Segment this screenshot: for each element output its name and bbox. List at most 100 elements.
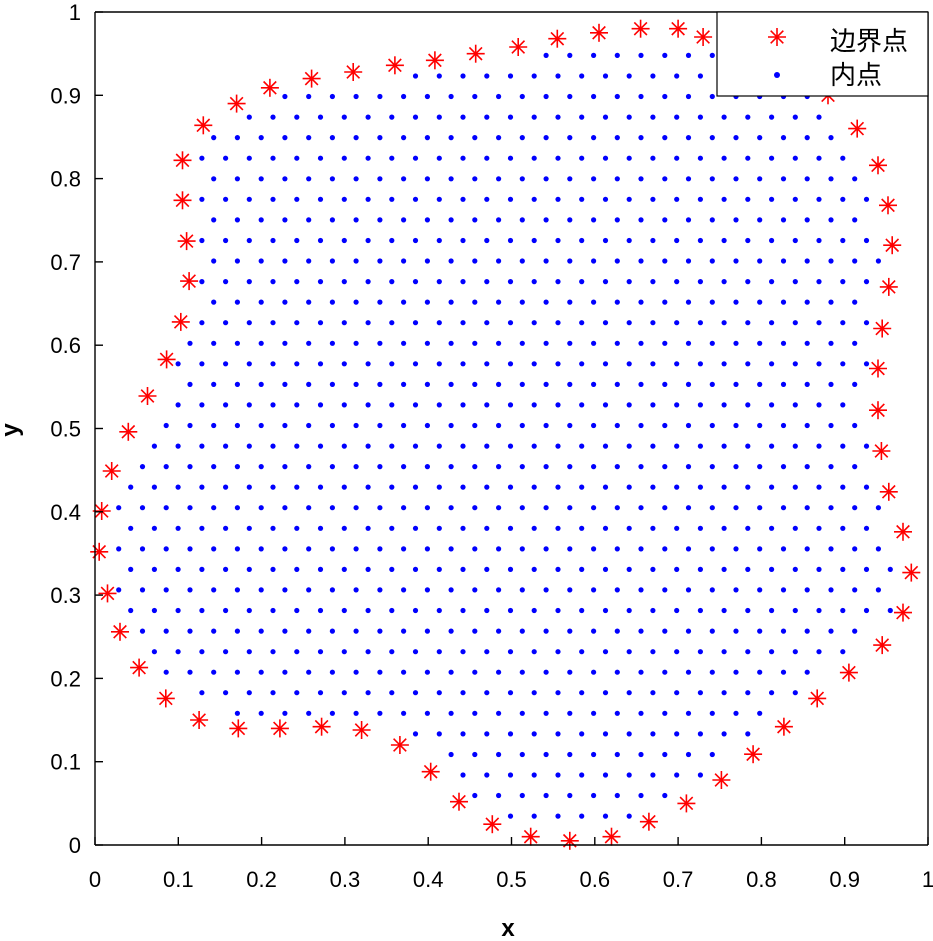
interior-point <box>543 792 549 799</box>
interior-point <box>460 402 466 408</box>
interior-point <box>863 320 870 326</box>
interior-point <box>424 135 430 141</box>
interior-point <box>650 731 656 737</box>
interior-point <box>258 340 264 346</box>
interior-point <box>591 135 597 141</box>
interior-point <box>531 525 537 531</box>
interior-point <box>591 93 597 100</box>
y-tick-label: 0.6 <box>50 333 81 358</box>
interior-point <box>840 361 846 367</box>
interior-point <box>674 566 680 573</box>
interior-point <box>282 176 288 182</box>
interior-point <box>626 813 632 819</box>
interior-point <box>543 628 549 634</box>
y-tick-label: 0.3 <box>50 583 81 608</box>
interior-point <box>816 402 822 408</box>
interior-point <box>733 422 739 429</box>
interior-point <box>674 155 680 161</box>
interior-point <box>175 649 181 655</box>
interior-point <box>223 361 229 367</box>
interior-point <box>543 587 549 593</box>
interior-point <box>567 176 573 182</box>
interior-point <box>448 669 454 675</box>
interior-point <box>270 566 276 573</box>
interior-point <box>852 587 858 593</box>
interior-point <box>519 710 525 716</box>
interior-point <box>816 196 822 202</box>
interior-point <box>270 607 276 614</box>
interior-point <box>258 505 264 511</box>
interior-point <box>840 484 846 490</box>
interior-point <box>484 155 490 161</box>
interior-point <box>234 505 240 511</box>
interior-point <box>519 93 525 100</box>
interior-point <box>685 751 692 758</box>
interior-point <box>496 710 502 716</box>
interior-point <box>863 196 870 202</box>
interior-point <box>507 607 514 614</box>
interior-point <box>780 422 787 429</box>
interior-point <box>377 217 383 223</box>
interior-point <box>863 237 870 244</box>
interior-point <box>602 813 609 819</box>
interior-point <box>662 217 668 223</box>
interior-point <box>697 731 704 737</box>
interior-point <box>685 669 692 675</box>
interior-point <box>674 690 680 696</box>
interior-point <box>341 443 347 449</box>
boundary-point <box>190 711 209 729</box>
interior-point <box>353 546 359 552</box>
interior-point <box>353 505 359 511</box>
interior-point <box>697 607 704 614</box>
interior-point <box>496 299 502 305</box>
interior-point <box>531 813 537 819</box>
interior-point <box>412 484 419 490</box>
interior-point <box>662 52 668 59</box>
interior-point <box>721 525 727 531</box>
interior-point <box>294 607 300 614</box>
interior-point <box>211 587 217 593</box>
boundary-point <box>98 584 117 603</box>
interior-point <box>543 669 549 675</box>
interior-point <box>721 484 727 490</box>
interior-point <box>329 340 335 346</box>
interior-point <box>353 299 359 305</box>
interior-point <box>579 484 585 490</box>
interior-point <box>626 237 632 244</box>
interior-point <box>294 237 300 244</box>
interior-point <box>211 299 217 305</box>
interior-point <box>353 217 359 223</box>
boundary-point <box>102 462 121 480</box>
interior-point <box>567 464 573 470</box>
interior-point <box>733 340 739 346</box>
interior-point <box>199 525 205 531</box>
interior-point <box>460 155 466 161</box>
interior-point <box>282 93 288 100</box>
interior-point <box>804 176 810 182</box>
interior-point <box>733 546 739 552</box>
interior-point <box>460 361 466 367</box>
interior-point <box>187 464 193 470</box>
interior-point <box>863 484 870 490</box>
interior-point <box>353 628 359 634</box>
interior-point <box>223 320 229 326</box>
interior-point <box>745 196 751 202</box>
interior-point <box>614 422 620 429</box>
interior-point <box>389 566 395 573</box>
interior-point <box>721 196 727 202</box>
interior-point <box>757 135 763 141</box>
interior-point <box>436 484 442 490</box>
interior-point <box>638 217 644 223</box>
interior-point <box>294 196 300 202</box>
interior-point <box>460 73 466 79</box>
interior-point <box>329 546 335 552</box>
interior-point <box>863 361 870 367</box>
interior-point <box>377 135 383 141</box>
interior-point <box>436 320 442 326</box>
interior-point <box>697 320 704 326</box>
legend-asterisk <box>768 28 786 46</box>
interior-point <box>412 525 419 531</box>
interior-point <box>555 607 561 614</box>
interior-point <box>389 402 395 408</box>
interior-point <box>507 279 514 285</box>
